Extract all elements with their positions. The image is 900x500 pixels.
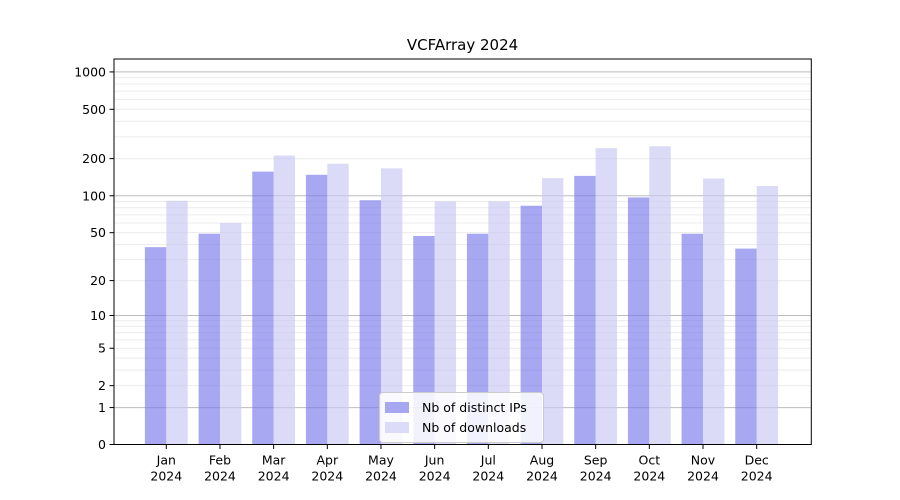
x-tick-year-jun: 2024 bbox=[419, 469, 451, 484]
x-axis: Jan2024Feb2024Mar2024Apr2024May2024Jun20… bbox=[150, 444, 773, 484]
x-tick-year-feb: 2024 bbox=[204, 469, 236, 484]
bar-ips-dec bbox=[735, 248, 757, 445]
y-tick-label-500: 500 bbox=[82, 102, 106, 117]
x-tick-year-oct: 2024 bbox=[633, 469, 665, 484]
legend-entry-downloads: Nb of downloads bbox=[385, 418, 535, 437]
bar-ips-feb bbox=[198, 233, 220, 445]
x-tick-label-jun: Jun bbox=[424, 453, 445, 468]
y-axis: 0 1 2 5 10 20 50 100 200 500 1000 bbox=[74, 64, 114, 452]
y-tick-label-100: 100 bbox=[82, 188, 106, 203]
x-tick-label-apr: Apr bbox=[316, 453, 338, 468]
x-tick-year-apr: 2024 bbox=[311, 469, 343, 484]
x-tick-year-aug: 2024 bbox=[526, 469, 558, 484]
bar-ips-jul bbox=[466, 233, 489, 445]
bar-ips-apr bbox=[305, 174, 328, 445]
bar-ips-jan bbox=[144, 247, 167, 445]
plot-frame bbox=[113, 58, 812, 445]
y-tick-label-10: 10 bbox=[90, 308, 106, 323]
x-tick-label-feb: Feb bbox=[209, 453, 231, 468]
bar-ips-nov bbox=[681, 233, 703, 445]
bar-ips-aug bbox=[520, 205, 542, 445]
y-tick-label-20: 20 bbox=[90, 273, 106, 288]
y-tick-label-200: 200 bbox=[82, 151, 106, 166]
bar-downloads-may bbox=[380, 168, 403, 445]
legend-label-downloads: Nb of downloads bbox=[422, 420, 527, 435]
x-tick-year-nov: 2024 bbox=[687, 469, 719, 484]
x-tick-year-may: 2024 bbox=[365, 469, 397, 484]
y-tick-label-1000: 1000 bbox=[74, 64, 106, 79]
bar-downloads-nov bbox=[703, 178, 725, 445]
y-tick-label-0: 0 bbox=[98, 437, 106, 452]
y-tick-label-5: 5 bbox=[98, 341, 106, 356]
chart-title: VCFArray 2024 bbox=[406, 36, 519, 54]
x-tick-label-may: May bbox=[368, 453, 394, 468]
bars bbox=[144, 146, 779, 445]
x-tick-label-dec: Dec bbox=[745, 453, 769, 468]
x-tick-label-mar: Mar bbox=[262, 453, 286, 468]
y-tick-label-1: 1 bbox=[98, 400, 106, 415]
x-tick-year-dec: 2024 bbox=[741, 469, 773, 484]
y-tick-label-50: 50 bbox=[90, 225, 106, 240]
x-tick-year-sep: 2024 bbox=[580, 469, 612, 484]
bar-downloads-jul bbox=[488, 201, 510, 445]
x-tick-year-jan: 2024 bbox=[150, 469, 182, 484]
legend-swatch-distinct-ips bbox=[385, 402, 409, 413]
bar-ips-oct bbox=[627, 197, 650, 445]
bar-downloads-aug bbox=[541, 178, 564, 445]
bar-ips-sep bbox=[574, 175, 596, 445]
x-tick-year-mar: 2024 bbox=[258, 469, 290, 484]
bar-downloads-dec bbox=[756, 186, 779, 445]
bar-downloads-feb bbox=[219, 223, 242, 445]
x-tick-label-oct: Oct bbox=[639, 453, 661, 468]
x-tick-label-nov: Nov bbox=[691, 453, 716, 468]
y-tick-label-2: 2 bbox=[98, 378, 106, 393]
legend-label-distinct-ips: Nb of distinct IPs bbox=[422, 400, 527, 415]
bar-ips-may bbox=[359, 200, 381, 445]
bar-downloads-jun bbox=[434, 201, 457, 445]
x-tick-label-aug: Aug bbox=[530, 453, 554, 468]
bar-downloads-jan bbox=[166, 200, 188, 445]
x-tick-year-jul: 2024 bbox=[472, 469, 504, 484]
legend-swatch-downloads bbox=[385, 422, 409, 433]
x-tick-label-jan: Jan bbox=[156, 453, 176, 468]
bar-downloads-sep bbox=[595, 148, 618, 445]
legend: Nb of distinct IPs Nb of downloads bbox=[379, 392, 544, 443]
bar-downloads-oct bbox=[649, 146, 671, 445]
bar-ips-mar bbox=[252, 171, 274, 445]
legend-entry-distinct-ips: Nb of distinct IPs bbox=[385, 398, 535, 417]
x-tick-label-sep: Sep bbox=[584, 453, 608, 468]
bar-downloads-mar bbox=[273, 155, 296, 445]
bar-downloads-apr bbox=[327, 163, 349, 445]
x-tick-label-jul: Jul bbox=[480, 453, 496, 468]
